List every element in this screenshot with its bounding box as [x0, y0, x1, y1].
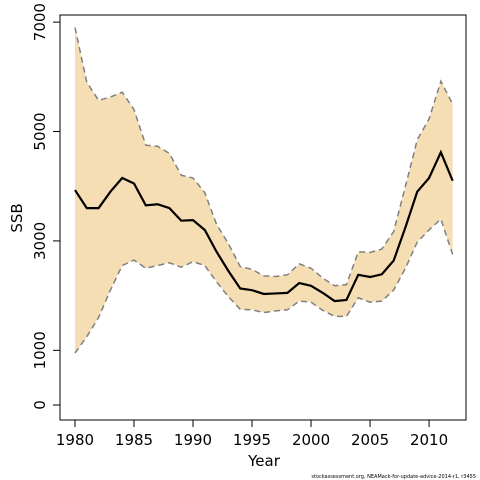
x-tick-label: 1990 [174, 431, 212, 449]
x-tick-label: 1985 [115, 431, 153, 449]
footer: stockassessment.org, NEAMack-for-update-… [311, 474, 476, 480]
y-tick-label: 5000 [31, 112, 49, 150]
y-tick-label: 3000 [31, 222, 49, 260]
confidence-band [74, 27, 453, 354]
x-axis-label: Year [247, 452, 281, 470]
x-tick-label: 2000 [292, 431, 330, 449]
x-tick-label: 2010 [410, 431, 448, 449]
y-tick-label: 1000 [31, 331, 49, 369]
y-tick-label: 0 [31, 400, 49, 410]
x-tick-label: 1980 [56, 431, 94, 449]
upper-bound [74, 27, 454, 287]
y-axis-label: SSB [8, 203, 26, 232]
plot-frame [59, 14, 467, 421]
x-tick-label: 1995 [233, 431, 271, 449]
x-tick-label: 2005 [351, 431, 389, 449]
y-tick-label: 7000 [31, 3, 49, 41]
ssb-line [74, 149, 454, 303]
